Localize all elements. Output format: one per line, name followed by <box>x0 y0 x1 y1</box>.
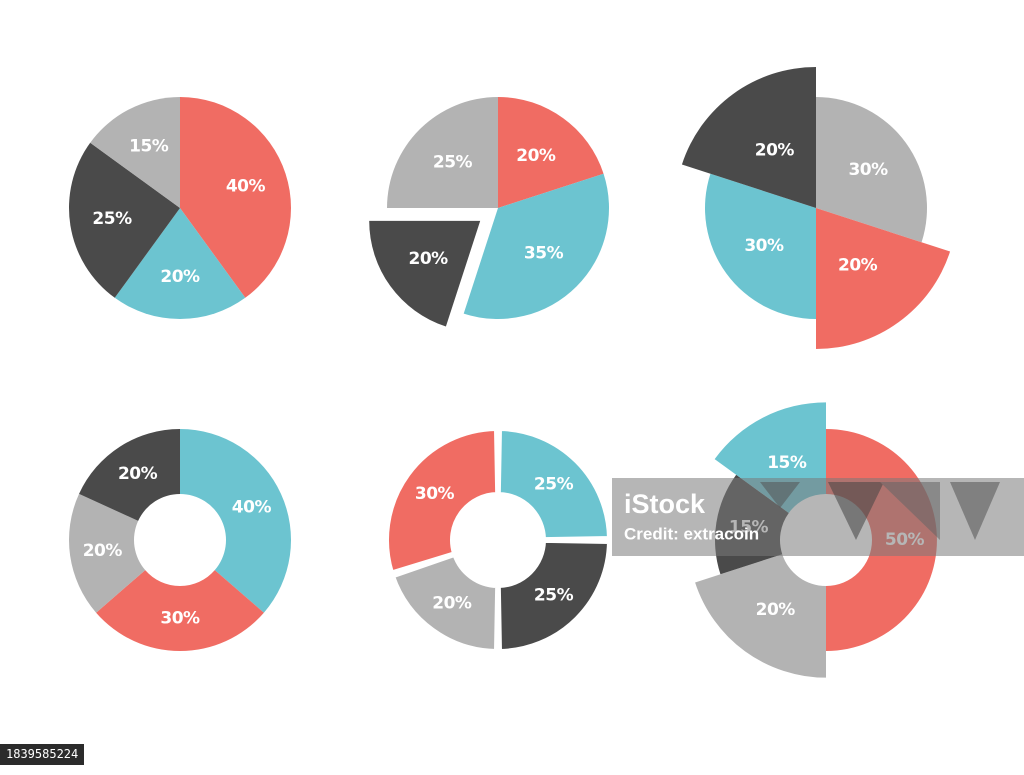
image-id-badge: 1839585224 <box>0 744 85 765</box>
pie-5-slice-3-label: 20% <box>432 594 472 614</box>
pie-3-slice-3-label: 30% <box>744 236 784 256</box>
pie-chart-5: 25% 25% 20% 30% <box>385 426 612 654</box>
pie-4-slice-1 <box>180 429 291 613</box>
pie-4-slice-4-label: 20% <box>118 464 158 484</box>
pie-1-slice-4-label: 15% <box>129 137 169 157</box>
pie-chart-4: 40% 30% 20% 20% <box>69 429 291 651</box>
pie-3-slice-1-label: 30% <box>848 160 888 180</box>
pie-1-slice-1 <box>180 97 291 298</box>
pie-2-slice-4-label: 25% <box>433 152 473 172</box>
pie-4-slice-4 <box>79 429 180 521</box>
pie-1-slice-3 <box>69 142 180 298</box>
watermark-brand: iStock <box>624 489 706 519</box>
pie-6-slice-2 <box>695 554 826 678</box>
pie-2-slice-3-label: 20% <box>409 249 449 269</box>
pie-chart-2: 20% 35% 20% 25% <box>369 97 609 327</box>
pie-1-slice-3-label: 25% <box>92 209 132 229</box>
pie-2-slice-2 <box>463 173 609 319</box>
pie-3-slice-2 <box>816 208 951 349</box>
pie-5-slice-4 <box>385 426 500 575</box>
pie-4-slice-3 <box>69 493 146 613</box>
watermark-pattern <box>760 482 1000 540</box>
pie-1-slice-2 <box>114 208 246 319</box>
pie-5-slice-1-label: 25% <box>534 474 574 494</box>
pie-5-slice-2 <box>496 538 612 654</box>
istock-watermark: iStock Credit: extracoin <box>612 478 1024 556</box>
pie-2-slice-1 <box>498 97 604 208</box>
pie-4-slice-3-label: 20% <box>83 541 123 561</box>
pie-3-slice-4 <box>681 67 816 208</box>
watermark-credit: Credit: extracoin <box>624 525 759 544</box>
pie-3-slice-3 <box>705 173 816 319</box>
charts-layer: 40% 20% 25% 15% 20% 35% 20% 25% 30% 20% 30% 20% 40% 3… <box>69 67 951 678</box>
pie-2-slice-1-label: 20% <box>516 146 556 166</box>
pie-1-slice-1-label: 40% <box>226 177 266 197</box>
pie-1-slice-4 <box>90 97 180 208</box>
pie-3-slice-4-label: 20% <box>755 141 795 161</box>
pie-5-slice-1 <box>496 426 612 542</box>
pie-4-slice-1-label: 40% <box>232 497 272 517</box>
pie-6-slice-2-label: 20% <box>756 600 796 620</box>
pie-2-slice-3 <box>369 220 481 327</box>
pie-chart-1: 40% 20% 25% 15% <box>69 97 291 319</box>
pie-3-slice-2-label: 20% <box>838 255 878 275</box>
pie-2-slice-2-label: 35% <box>524 244 564 264</box>
pie-5-slice-4-label: 30% <box>415 484 455 504</box>
pie-chart-3: 30% 20% 30% 20% <box>681 67 951 349</box>
pie-5-slice-3 <box>390 552 500 654</box>
pie-1-slice-2-label: 20% <box>160 267 200 287</box>
pie-6-slice-4-label: 15% <box>767 453 807 473</box>
pie-3-slice-1 <box>816 97 927 243</box>
pie-5-slice-2-label: 25% <box>534 586 574 606</box>
pie-4-slice-2-label: 30% <box>160 609 200 629</box>
pie-4-slice-2 <box>96 570 264 651</box>
pie-2-slice-4 <box>387 97 498 208</box>
